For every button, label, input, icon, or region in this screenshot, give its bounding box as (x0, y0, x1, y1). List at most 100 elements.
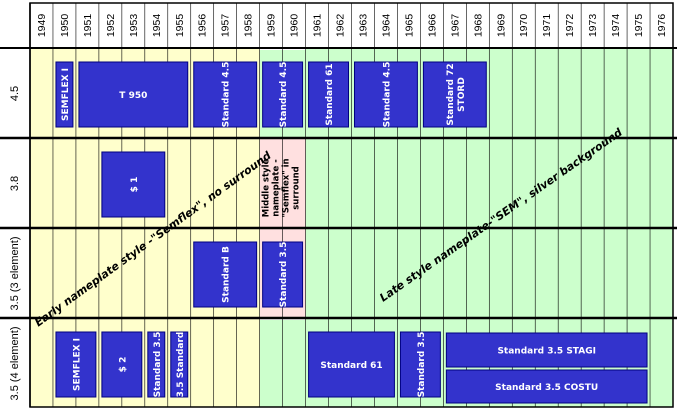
middle-style-note: Middle stylenameplate -"Semflex" insurro… (262, 158, 302, 217)
model-box: T 950 (78, 61, 189, 128)
year-label: 1949 (36, 14, 48, 38)
year-label: 1975 (633, 14, 645, 38)
model-box: Standard 61 (308, 331, 395, 398)
model-box: Standard 61 (308, 61, 350, 128)
model-label-line: $ 2 (118, 357, 128, 373)
model-box: $ 1 (101, 151, 166, 218)
model-label-line: Standard 3.5 STAGI (497, 347, 596, 357)
model-box-rect (78, 61, 189, 128)
model-label: $ 2 (118, 357, 128, 373)
row-label: 3.5 (4 element) (9, 327, 21, 401)
model-label-line: T 950 (119, 91, 147, 101)
model-box-rect (262, 61, 304, 128)
model-box-rect (354, 61, 418, 128)
model-label-line: Standard 3.5 (279, 242, 289, 308)
model-box-rect (101, 331, 143, 398)
row-label: 3.8 (9, 176, 21, 191)
model-label-line: SEMFLEX I (72, 338, 82, 391)
year-label: 1966 (426, 14, 438, 38)
model-box-rect (262, 241, 304, 308)
model-box: Standard 4.5 (262, 61, 304, 128)
model-label-line: Standard 61 (325, 63, 335, 125)
year-label: 1955 (174, 14, 186, 38)
model-label: Standard 3.5 (153, 332, 163, 398)
model-label: Standard 61 (320, 361, 382, 371)
year-labels: 1949 1950 1951 1952 1953 1954 1955 1956 1957 1958… (36, 14, 668, 38)
model-label: $ 1 (130, 177, 140, 193)
model-label-line: $ 1 (130, 177, 140, 193)
year-label: 1962 (335, 14, 347, 38)
model-label: Standard 3.5 STAGI (497, 347, 596, 357)
model-box-rect (55, 61, 74, 128)
year-label: 1956 (197, 14, 209, 38)
model-box-rect (101, 151, 166, 218)
row-label: 4.5 (9, 86, 21, 101)
model-box-rect (55, 331, 97, 398)
model-label: SEMFLEX I (61, 68, 71, 121)
year-label: 1969 (495, 14, 507, 38)
year-label: 1958 (243, 14, 255, 38)
model-label-line: Standard 3.5 (153, 332, 163, 398)
model-box-rect (193, 61, 258, 128)
year-label: 1974 (610, 14, 622, 38)
model-label-line: Standard 3.5 (417, 332, 427, 398)
year-label: 1953 (128, 14, 140, 38)
model-label-line: Standard 4.5 (279, 62, 289, 128)
model-label-line: STORD (457, 77, 467, 112)
model-box: Standard 3.5 (399, 331, 441, 398)
model-box-rect (308, 331, 395, 398)
model-label-line: Standard 3.5 COSTU (495, 383, 598, 393)
model-label-line: 3.5 Standard (176, 332, 186, 398)
model-box: $ 2 (101, 331, 143, 398)
model-label: Standard B (222, 246, 232, 303)
model-box-rect (170, 331, 189, 398)
year-label: 1967 (449, 14, 461, 38)
model-label: Standard 3.5 COSTU (495, 383, 598, 393)
middle-style-note-line: "Semflex" in (282, 158, 292, 217)
year-label: 1973 (587, 14, 599, 38)
year-label: 1964 (380, 14, 392, 38)
model-box: Standard 72STORD (422, 61, 487, 128)
model-label: 3.5 Standard (176, 332, 186, 398)
middle-style-note-line: Middle style (262, 159, 272, 218)
model-box: SEMFLEX I (55, 331, 97, 398)
model-label-line: Standard 61 (320, 361, 382, 371)
model-label: Standard 4.5 (382, 62, 392, 128)
model-label: Standard 3.5 (279, 242, 289, 308)
year-label: 1952 (105, 14, 117, 38)
model-box-rect (445, 332, 648, 368)
model-label-line: Standard B (222, 246, 232, 303)
year-label: 1976 (656, 14, 668, 38)
model-label: Standard 4.5 (222, 62, 232, 128)
model-box: SEMFLEX I (55, 61, 74, 128)
model-label-line: Standard 4.5 (382, 62, 392, 128)
model-box: Standard 4.5 (193, 61, 258, 128)
year-label: 1957 (220, 14, 232, 38)
year-label: 1968 (472, 14, 484, 38)
model-box: Standard 3.5 COSTU (445, 369, 648, 404)
year-label: 1971 (541, 14, 553, 38)
model-label: Standard 72STORD (446, 63, 467, 125)
middle-style-note-line: surround (292, 166, 302, 210)
year-label: 1951 (82, 14, 94, 38)
year-label: 1950 (59, 14, 71, 38)
model-label-line: Standard 4.5 (222, 62, 232, 128)
model-label: Standard 61 (325, 63, 335, 125)
year-label: 1954 (151, 14, 163, 38)
year-label: 1959 (266, 14, 278, 38)
row-labels: 4.5 3.8 3.5 (3 element) 3.5 (4 element) (9, 86, 21, 401)
model-label: T 950 (119, 91, 147, 101)
model-label-line: Standard 72 (446, 63, 456, 125)
model-label: SEMFLEX I (72, 338, 82, 391)
model-box-rect (308, 61, 350, 128)
year-label: 1963 (357, 14, 369, 38)
year-label: 1961 (312, 14, 324, 38)
model-box-rect (193, 241, 258, 308)
year-label: 1965 (403, 14, 415, 38)
model-box-rect (422, 61, 487, 128)
model-box: Standard 3.5 STAGI (445, 332, 648, 368)
year-label: 1972 (564, 14, 576, 38)
model-box: 3.5 Standard (170, 331, 189, 398)
